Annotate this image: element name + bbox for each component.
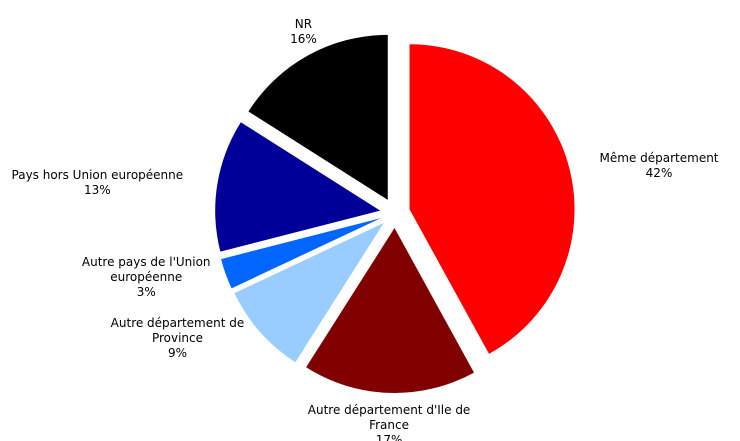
value-label: 13% <box>84 183 111 198</box>
slice-label: NR 16% <box>253 17 353 47</box>
category-label: NR <box>294 16 313 31</box>
pie-slice <box>215 122 381 252</box>
category-label: Pays hors Union européenne <box>11 168 184 183</box>
value-label: 17% <box>375 432 403 441</box>
value-label: 42% <box>645 165 673 180</box>
slice-label: Autre pays de l'Union européenne 3% <box>76 255 216 300</box>
slice-label: Autre département d'Ile de France 17% <box>289 403 489 441</box>
pie-slice <box>306 227 475 393</box>
slice-label: Même département 42% <box>579 151 739 181</box>
category-label: Autre département de Province <box>110 316 245 346</box>
pie-slice <box>221 218 381 289</box>
pie-slice <box>248 34 388 200</box>
value-label: 3% <box>136 284 156 299</box>
category-label: Autre département d'Ile de France <box>307 402 471 432</box>
slice-label: Autre département de Province 9% <box>102 316 252 361</box>
value-label: 9% <box>167 346 187 361</box>
category-label: Autre pays de l'Union européenne <box>81 254 211 284</box>
pie-slice <box>409 44 575 354</box>
pie-slice <box>234 222 384 363</box>
category-label: Même département <box>599 150 719 165</box>
value-label: 16% <box>290 31 317 46</box>
slice-label: Pays hors Union européenne 13% <box>0 168 207 198</box>
